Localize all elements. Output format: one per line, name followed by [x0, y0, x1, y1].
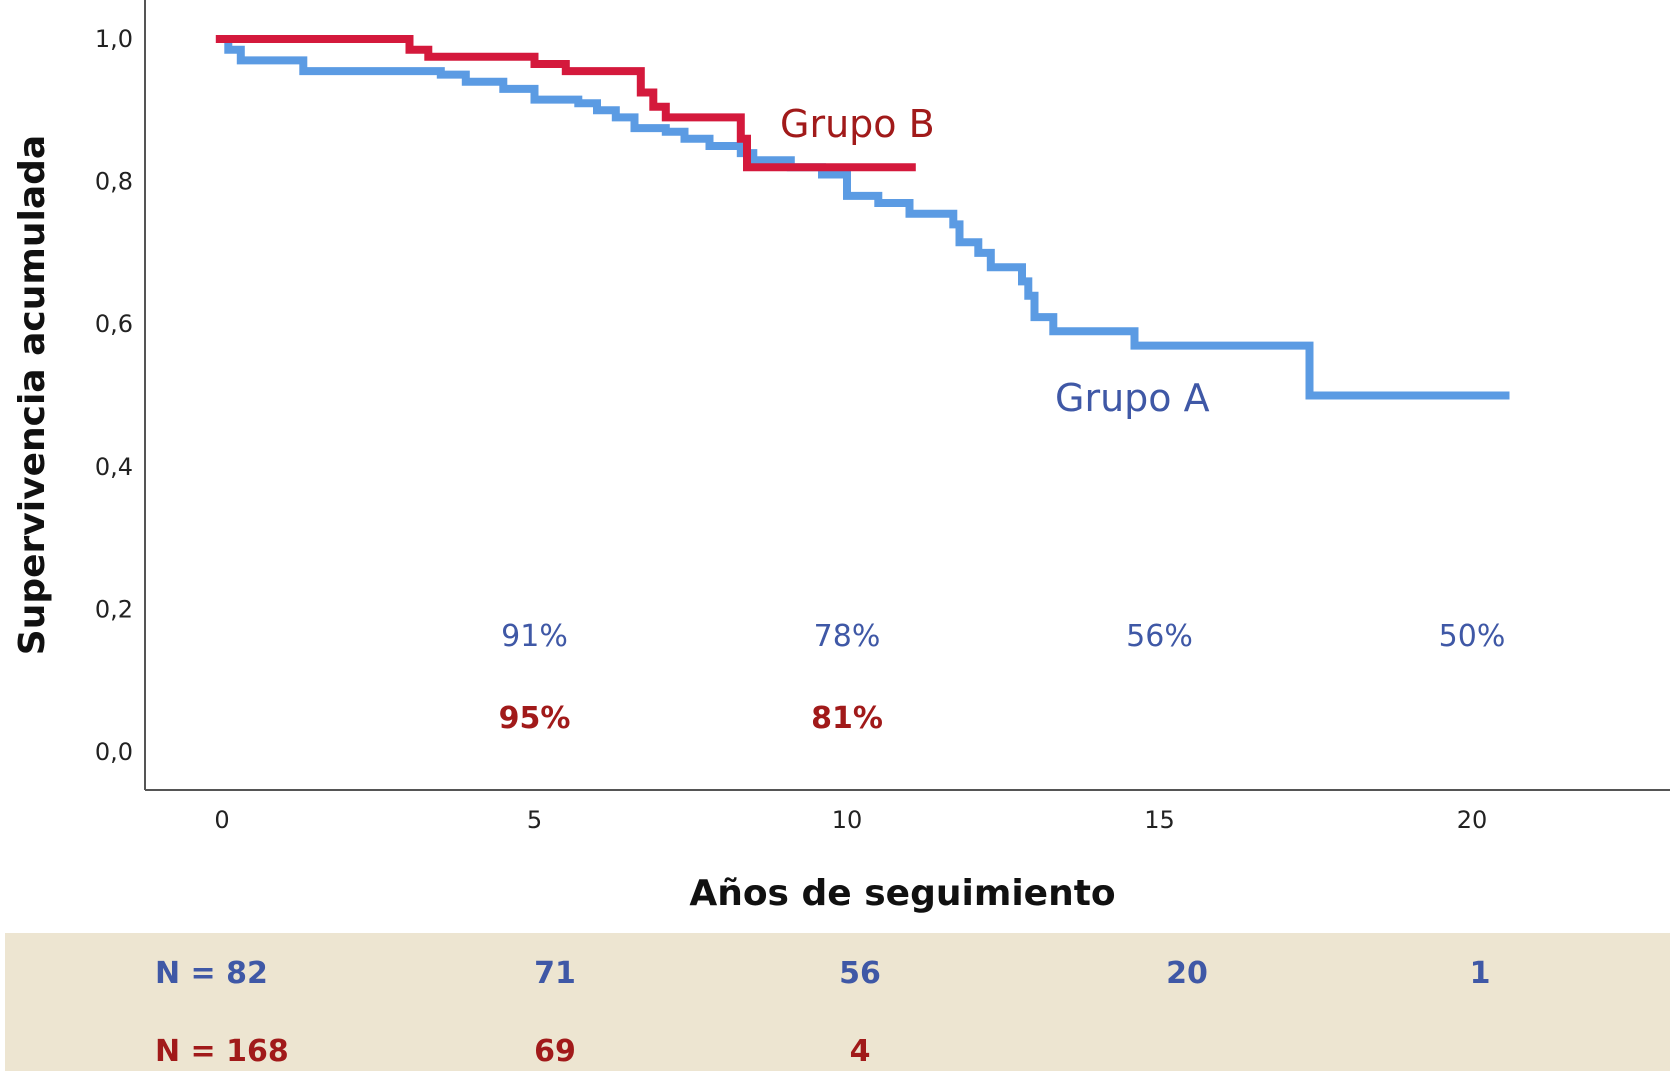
group-a-label: Grupo A: [1055, 376, 1210, 420]
x-tick-label: 5: [527, 806, 542, 834]
risk-table-background: [5, 933, 1670, 1071]
y-tick-label: 0,4: [95, 453, 133, 481]
percent-label-group-b: 81%: [811, 701, 883, 736]
risk-count-group-a: 1: [1470, 956, 1491, 991]
survival-line-group-b: [215, 35, 916, 172]
risk-count-group-a: 20: [1166, 956, 1208, 991]
risk-table: N = 82 71 56 20 1 N = 168 69 4: [5, 933, 1670, 1071]
y-tick-label: 1,0: [95, 25, 133, 53]
survival-line-group-a: [222, 35, 1510, 400]
risk-count-group-a: N = 82: [155, 956, 268, 991]
percent-label-group-a: 78%: [814, 619, 881, 654]
percent-label-group-b: 95%: [499, 701, 571, 736]
y-tick-label: 0,6: [95, 310, 133, 338]
y-axis-title: Supervivencia acumulada: [12, 135, 53, 655]
percent-label-group-a: 56%: [1126, 619, 1193, 654]
risk-count-group-b: 69: [534, 1034, 576, 1069]
survival-lines: [215, 35, 1510, 400]
percent-label-group-a: 50%: [1439, 619, 1506, 654]
risk-count-group-a: 71: [534, 956, 576, 991]
axes: 0,0 0,2 0,4 0,6 0,8 1,0 0 5 10 15 20 Años de seguim…: [12, 0, 1670, 914]
x-axis-title: Años de seguimiento: [689, 873, 1115, 914]
risk-count-group-a: 56: [839, 956, 881, 991]
chart-labels: Grupo A Grupo B 91% 78% 56% 50% 95% 81%: [499, 102, 1506, 736]
x-tick-label: 15: [1144, 806, 1175, 834]
x-tick-label: 0: [214, 806, 229, 834]
group-b-label: Grupo B: [780, 102, 935, 146]
x-tick-label: 10: [832, 806, 863, 834]
percent-label-group-a: 91%: [501, 619, 568, 654]
y-tick-label: 0,8: [95, 168, 133, 196]
y-tick-label: 0,2: [95, 595, 133, 623]
y-tick-label: 0,0: [95, 738, 133, 766]
risk-count-group-b: 4: [850, 1034, 871, 1069]
x-tick-label: 20: [1457, 806, 1488, 834]
risk-count-group-b: N = 168: [155, 1034, 289, 1069]
